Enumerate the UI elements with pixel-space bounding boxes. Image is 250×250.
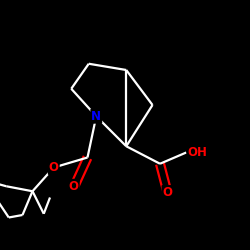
Text: O: O: [49, 161, 59, 174]
Text: O: O: [69, 180, 79, 193]
Text: N: N: [91, 110, 101, 123]
Text: OH: OH: [188, 146, 208, 159]
Text: O: O: [162, 186, 172, 199]
